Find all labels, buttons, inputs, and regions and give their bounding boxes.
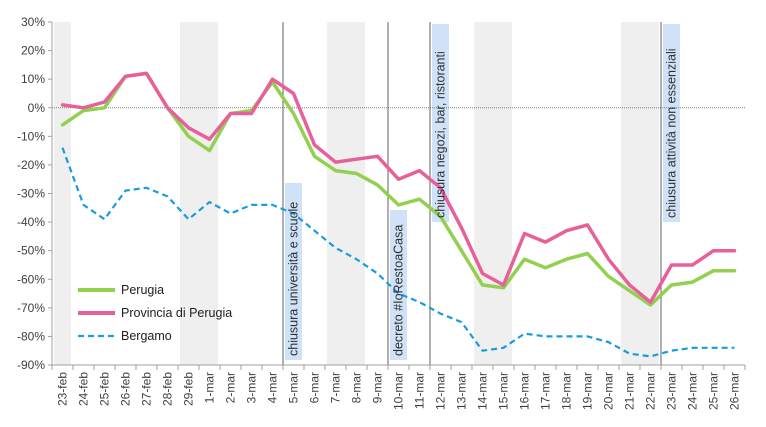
annotation-box xyxy=(390,210,407,360)
annotation-boxes xyxy=(285,24,680,360)
weekend-band xyxy=(54,22,71,365)
x-tick-label: 12-mar xyxy=(434,372,448,410)
x-tick-label: 24-feb xyxy=(77,372,91,406)
x-axis-ticks: 23-feb 24-feb 25-feb 26-feb 27-feb 28-feb 29-f… xyxy=(51,365,746,410)
legend-label: Provincia di Perugia xyxy=(121,306,232,320)
y-tick-label: 10% xyxy=(21,72,45,86)
legend-label: Bergamo xyxy=(121,329,172,343)
x-tick-label: 19-mar xyxy=(581,372,595,410)
legend: Perugia Provincia di Perugia Bergamo xyxy=(78,283,232,343)
annotation-box xyxy=(285,183,302,360)
legend-label: Perugia xyxy=(121,283,164,297)
x-tick-label: 26-feb xyxy=(119,372,133,406)
x-tick-label: 24-mar xyxy=(686,372,700,410)
y-axis-ticks: 30% 20% 10% 0% -10% -20% -30% -40% -50% -60% -70% -… xyxy=(17,15,52,372)
x-tick-label: 29-feb xyxy=(182,372,196,406)
series-lines xyxy=(60,71,737,358)
x-tick-label: 15-mar xyxy=(497,372,511,410)
annotation-label: chiusura negozi, bar, ristoranti xyxy=(434,51,448,218)
x-tick-label: 21-mar xyxy=(623,372,637,410)
x-tick-label: 20-mar xyxy=(602,372,616,410)
weekend-band xyxy=(474,22,512,365)
y-tick-label: 0% xyxy=(28,101,46,115)
x-tick-label: 5-mar xyxy=(287,372,301,403)
annotation-label: chiusura attività non essenziali xyxy=(665,48,679,218)
y-tick-label: -20% xyxy=(17,158,45,172)
y-tick-label: -60% xyxy=(17,272,45,286)
x-tick-label: 2-mar xyxy=(224,372,238,403)
weekend-band xyxy=(180,22,218,365)
y-tick-label: -10% xyxy=(17,129,45,143)
x-tick-label: 16-mar xyxy=(518,372,532,410)
x-tick-label: 4-mar xyxy=(266,372,280,403)
y-tick-label: 20% xyxy=(21,44,45,58)
y-tick-label: -50% xyxy=(17,244,45,258)
weekend-band xyxy=(327,22,365,365)
x-tick-label: 10-mar xyxy=(392,372,406,410)
annotation-label: chiusura università e scuole xyxy=(287,202,301,356)
x-tick-label: 13-mar xyxy=(455,372,469,410)
x-tick-label: 28-feb xyxy=(161,372,175,406)
x-tick-label: 3-mar xyxy=(245,372,259,403)
annotation-box xyxy=(663,24,680,222)
x-tick-label: 1-mar xyxy=(203,372,217,403)
x-tick-label: 27-feb xyxy=(140,372,154,406)
x-tick-label: 6-mar xyxy=(308,372,322,403)
x-tick-label: 23-mar xyxy=(665,372,679,410)
y-tick-label: 30% xyxy=(21,15,45,29)
x-tick-label: 23-feb xyxy=(56,372,70,406)
y-tick-label: -80% xyxy=(17,329,45,343)
x-tick-label: 11-mar xyxy=(413,372,427,409)
y-tick-label: -40% xyxy=(17,215,45,229)
annotation-labels: chiusura università e scuole decreto #IoR… xyxy=(287,48,679,356)
y-tick-label: -30% xyxy=(17,187,45,201)
x-tick-label: 7-mar xyxy=(329,372,343,403)
x-tick-label: 14-mar xyxy=(476,372,490,410)
series-line-provincia-di-perugia xyxy=(60,71,737,304)
x-tick-label: 17-mar xyxy=(539,372,553,410)
x-tick-label: 18-mar xyxy=(560,372,574,410)
weekend-bands xyxy=(54,22,659,365)
x-tick-label: 26-mar xyxy=(728,372,742,410)
annotation-box xyxy=(432,24,449,222)
weekend-band xyxy=(621,22,659,365)
y-tick-label: -90% xyxy=(17,358,45,372)
x-tick-label: 22-mar xyxy=(644,372,658,410)
x-tick-label: 25-mar xyxy=(707,372,721,410)
annotation-label: decreto #IoRestoaCasa xyxy=(392,225,406,356)
x-tick-label: 25-feb xyxy=(98,372,112,406)
y-tick-label: -70% xyxy=(17,301,45,315)
series-line-bergamo xyxy=(61,147,735,358)
x-tick-label: 9-mar xyxy=(371,372,385,403)
series-line-perugia xyxy=(60,71,737,307)
x-tick-label: 8-mar xyxy=(350,372,364,403)
